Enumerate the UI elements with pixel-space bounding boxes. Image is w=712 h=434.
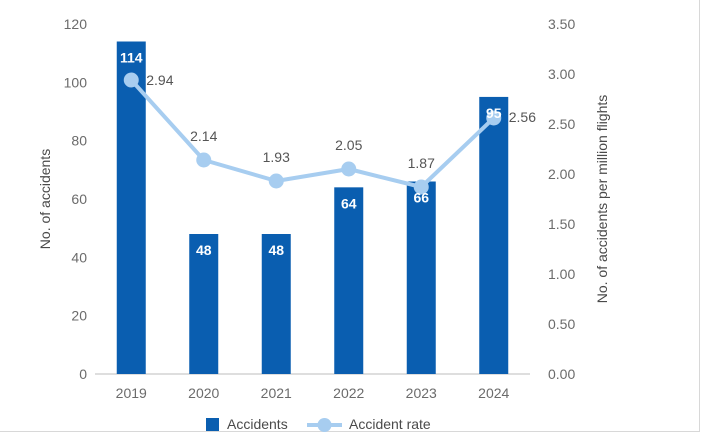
y2-tick-label: 2.50	[548, 116, 575, 132]
rate-marker	[341, 161, 357, 177]
rate-marker	[413, 179, 429, 195]
y-tick-label: 20	[71, 308, 87, 324]
x-tick-label: 2021	[261, 385, 292, 401]
y2-tick-label: 3.50	[548, 16, 575, 32]
data-labels-group: 114 48 48 64 66 95 2.94 2.14 1.93 2.05 1.87 2.56	[120, 50, 536, 259]
y2-tick-label: 0.50	[548, 316, 575, 332]
y-tick-label: 40	[71, 249, 87, 265]
y2-tick-label: 2.00	[548, 166, 575, 182]
bar-accidents	[261, 234, 291, 374]
y-tick-label: 60	[71, 191, 87, 207]
legend-swatch-accidents	[206, 418, 219, 431]
combo-chart: 0 20 40 60 80 100 120 0.00 0.50 1.00 1.50 2.00 2.50 3…	[37, 16, 610, 432]
axes-group: 0 20 40 60 80 100 120 0.00 0.50 1.00 1.50 2.00 2.50 3…	[37, 16, 610, 401]
bar-accidents	[189, 234, 219, 374]
legend-label-accidents: Accidents	[227, 416, 288, 432]
y-tick-label: 100	[64, 74, 88, 90]
y2-axis-title: No. of accidents per million flights	[594, 95, 610, 304]
rate-marker	[123, 72, 139, 88]
x-tick-label: 2023	[406, 385, 437, 401]
bar-accidents	[406, 181, 436, 374]
x-tick-label: 2024	[478, 385, 509, 401]
legend-marker-rate	[317, 418, 332, 432]
bar-accidents	[334, 187, 364, 374]
bar-value-label: 95	[486, 105, 502, 121]
y2-tick-label: 3.00	[548, 66, 575, 82]
rate-line	[129, 78, 496, 189]
rate-marker	[196, 152, 212, 168]
rate-value-label: 1.93	[263, 149, 290, 165]
y-tick-label: 80	[71, 133, 87, 149]
rate-value-label: 2.05	[335, 137, 362, 153]
y-tick-label: 120	[64, 16, 88, 32]
y2-tick-label: 1.00	[548, 266, 575, 282]
rate-marker	[486, 110, 502, 126]
bar-value-label: 48	[268, 242, 284, 258]
x-tick-label: 2022	[333, 385, 364, 401]
rate-value-label: 2.56	[509, 109, 536, 125]
bar-accidents	[116, 41, 146, 374]
rate-marker	[268, 173, 284, 189]
bar-value-label: 64	[341, 195, 357, 211]
rate-line-group	[123, 72, 502, 195]
y2-tick-label: 0.00	[548, 366, 575, 382]
rate-value-label: 1.87	[408, 155, 435, 171]
bar-value-label: 48	[196, 242, 212, 258]
chart-frame: 0 20 40 60 80 100 120 0.00 0.50 1.00 1.50 2.00 2.50 3…	[0, 0, 700, 432]
y-tick-label: 0	[79, 366, 87, 382]
y-axis-title: No. of accidents	[37, 149, 53, 249]
y2-tick-label: 1.50	[548, 216, 575, 232]
rate-value-label: 2.94	[146, 72, 173, 88]
rate-value-label: 2.14	[190, 128, 217, 144]
legend-label-rate: Accident rate	[349, 416, 431, 432]
bar-accidents	[479, 96, 509, 375]
x-tick-label: 2020	[188, 385, 219, 401]
bars-group	[116, 41, 509, 375]
bar-value-label: 114	[120, 50, 143, 66]
bar-value-label: 66	[413, 190, 429, 206]
x-tick-label: 2019	[116, 385, 147, 401]
legend: Accidents Accident rate	[206, 416, 431, 432]
